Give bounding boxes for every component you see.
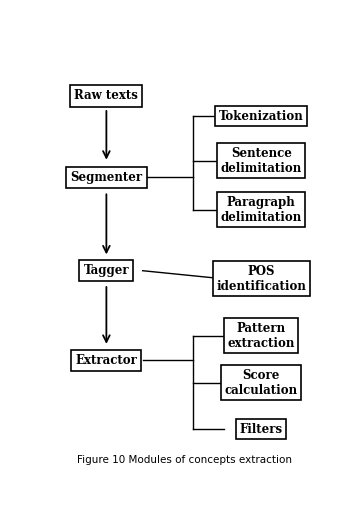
Text: POS
identification: POS identification xyxy=(216,265,306,293)
Text: Filters: Filters xyxy=(240,423,283,436)
Text: Sentence
delimitation: Sentence delimitation xyxy=(221,147,302,175)
Text: Extractor: Extractor xyxy=(76,354,137,366)
Text: Figure 10 Modules of concepts extraction: Figure 10 Modules of concepts extraction xyxy=(77,455,292,465)
Text: Segmenter: Segmenter xyxy=(70,171,143,184)
Text: Pattern
extraction: Pattern extraction xyxy=(228,322,295,350)
Text: Score
calculation: Score calculation xyxy=(225,369,298,397)
Text: Paragraph
delimitation: Paragraph delimitation xyxy=(221,196,302,224)
Text: Tokenization: Tokenization xyxy=(219,110,303,122)
Text: Tagger: Tagger xyxy=(84,264,129,277)
Text: Raw texts: Raw texts xyxy=(75,89,138,102)
